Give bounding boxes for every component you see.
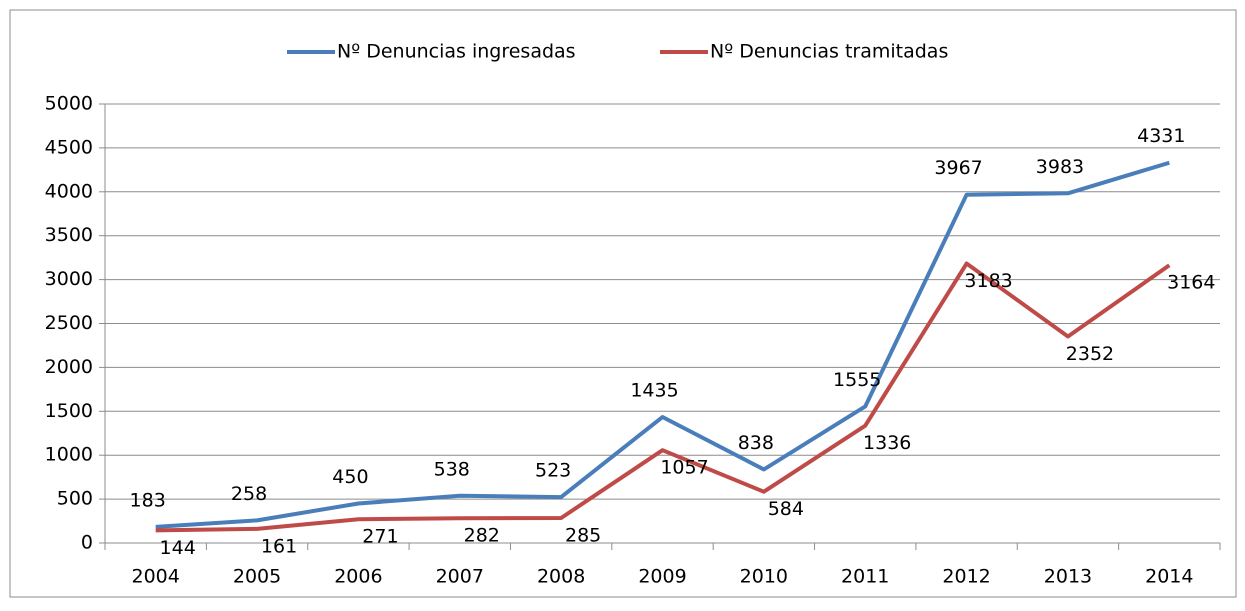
x-tick-label: 2012 xyxy=(942,566,990,588)
y-tick-label: 4500 xyxy=(45,136,93,158)
y-tick-label: 2500 xyxy=(45,312,93,334)
data-label: 1435 xyxy=(630,380,678,402)
x-tick-label: 2009 xyxy=(638,566,686,588)
x-tick-label: 2007 xyxy=(436,566,484,588)
data-label: 3183 xyxy=(964,270,1012,292)
legend-label: Nº Denuncias ingresadas xyxy=(337,41,576,63)
data-label: 144 xyxy=(160,537,196,559)
data-label: 523 xyxy=(535,460,571,482)
y-tick-label: 2000 xyxy=(45,356,93,378)
data-label: 4331 xyxy=(1137,125,1185,147)
series-line xyxy=(155,261,1171,533)
y-tick-label: 1500 xyxy=(45,400,93,422)
y-tick-label: 500 xyxy=(57,488,93,510)
data-label: 2352 xyxy=(1066,343,1114,365)
data-label: 3164 xyxy=(1167,272,1215,294)
legend-label: Nº Denuncias tramitadas xyxy=(710,41,948,63)
data-label: 450 xyxy=(332,466,368,488)
y-tick-label: 4000 xyxy=(45,180,93,202)
data-label: 161 xyxy=(261,535,297,557)
x-tick-label: 2013 xyxy=(1044,566,1092,588)
data-label: 3967 xyxy=(934,157,982,179)
x-tick-label: 2004 xyxy=(132,566,180,588)
x-tick-label: 2010 xyxy=(740,566,788,588)
data-label: 282 xyxy=(464,525,500,547)
data-label: 838 xyxy=(738,432,774,454)
y-tick-label: 0 xyxy=(81,532,93,554)
y-tick-label: 5000 xyxy=(45,93,93,115)
data-label: 183 xyxy=(130,489,166,511)
data-label: 271 xyxy=(362,526,398,548)
y-tick-label: 3000 xyxy=(45,268,93,290)
data-label: 1336 xyxy=(863,432,911,454)
x-tick-label: 2008 xyxy=(537,566,585,588)
data-label: 538 xyxy=(434,458,470,480)
data-label: 258 xyxy=(231,483,267,505)
x-tick-label: 2006 xyxy=(334,566,382,588)
data-label: 3983 xyxy=(1036,156,1084,178)
x-tick-label: 2011 xyxy=(841,566,889,588)
chart-border xyxy=(9,9,1237,598)
data-label: 285 xyxy=(565,524,601,546)
y-tick-label: 1000 xyxy=(45,444,93,466)
x-tick-label: 2005 xyxy=(233,566,281,588)
x-tick-label: 2014 xyxy=(1145,566,1193,588)
data-label: 584 xyxy=(768,498,804,520)
series-line xyxy=(155,160,1170,529)
data-label: 1057 xyxy=(660,457,708,479)
data-label: 1555 xyxy=(833,369,881,391)
y-tick-label: 3500 xyxy=(45,224,93,246)
